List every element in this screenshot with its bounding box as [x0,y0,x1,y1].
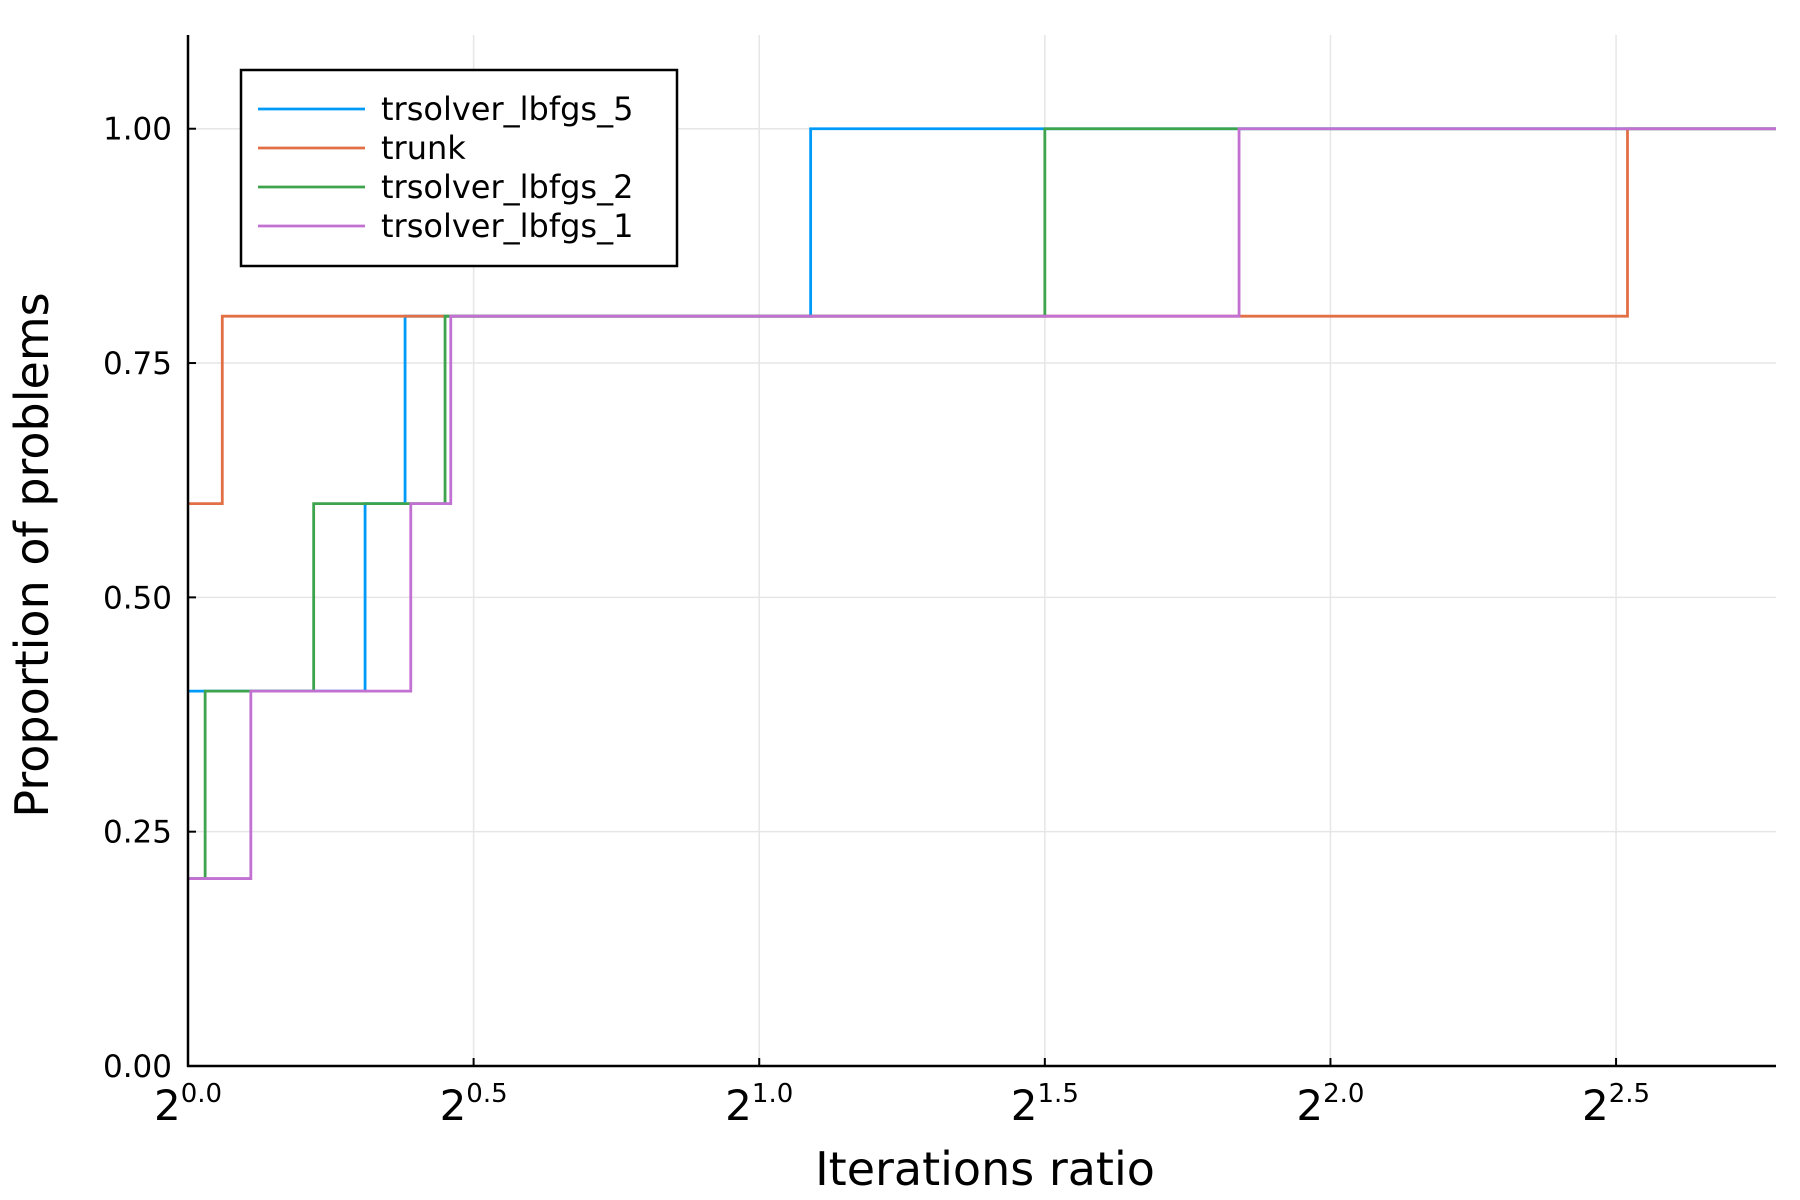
y-tick-label: 0.75 [103,346,172,382]
y-tick-label: 0.00 [103,1049,172,1085]
x-tick-label: 22.5 [1582,1079,1650,1130]
y-tick-label: 1.00 [103,112,172,148]
axes: 20.0 20.5 21.0 21.5 22.0 22.5 0.00 0.25 0.50 0.75… [103,35,1776,1130]
x-tick-label: 21.5 [1011,1079,1079,1130]
legend-label: trsolver_lbfgs_2 [381,168,633,206]
series-line-trsolver-lbfgs-2 [188,127,1776,880]
x-tick-label: 21.0 [725,1079,793,1130]
series-lines [188,127,1776,880]
x-tick-label: 20.5 [440,1079,508,1130]
y-tick-label: 0.25 [103,815,172,851]
legend-label: trunk [381,129,466,167]
legend-box [239,68,679,268]
x-tick-label: 22.0 [1296,1079,1364,1130]
legend-label: trsolver_lbfgs_1 [381,207,633,245]
y-tick-label: 0.50 [103,580,172,616]
series-line-trsolver-lbfgs-1 [188,127,1776,880]
legend: trsolver_lbfgs_5trunktrsolver_lbfgs_2trs… [239,68,679,268]
series-line-trsolver-lbfgs-5 [188,127,1776,693]
x-tick-label: 20.0 [154,1079,222,1130]
legend-label: trsolver_lbfgs_5 [381,90,633,128]
x-axis-title: Iterations ratio [815,1142,1155,1196]
y-axis-title: Proportion of problems [5,292,59,817]
